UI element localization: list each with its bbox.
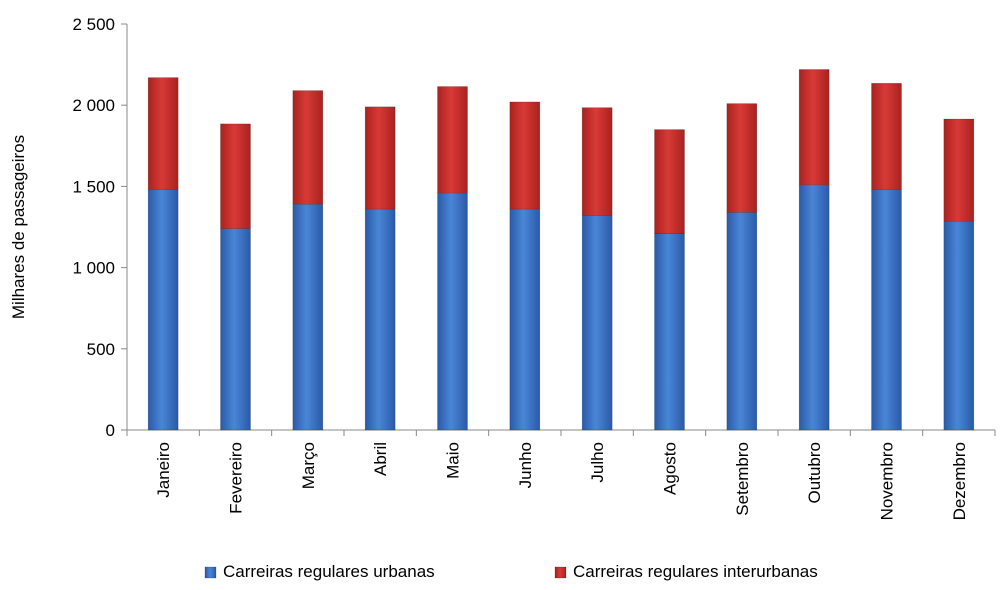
bar-segment-urbanas xyxy=(871,189,902,431)
legend-label-urbanas: Carreiras regulares urbanas xyxy=(223,562,435,581)
bar-segment-interurbanas xyxy=(364,106,396,210)
bar-segment-interurbanas xyxy=(798,69,830,186)
bar-segment-urbanas xyxy=(581,215,613,431)
legend-swatch-urbanas xyxy=(204,566,217,579)
y-tick-label: 0 xyxy=(106,421,115,440)
bar-segment-interurbanas xyxy=(871,82,902,190)
y-tick-label: 500 xyxy=(87,340,115,359)
bar-segment-interurbanas xyxy=(147,77,179,190)
x-tick-label: Fevereiro xyxy=(227,442,246,514)
y-tick-label: 1 000 xyxy=(72,259,115,278)
x-tick-label: Dezembro xyxy=(950,442,969,520)
x-tick-label: Novembro xyxy=(878,442,897,520)
x-tick-label: Julho xyxy=(588,442,607,483)
bar-segment-urbanas xyxy=(292,203,324,431)
bar-segment-interurbanas xyxy=(509,101,541,210)
x-tick-label: Junho xyxy=(516,442,535,488)
y-tick-label: 2 000 xyxy=(72,96,115,115)
bar-segment-interurbanas xyxy=(581,107,613,216)
x-tick-label: Setembro xyxy=(733,442,752,516)
bar-segment-urbanas xyxy=(437,192,468,431)
bar-segment-urbanas xyxy=(798,184,830,431)
x-tick-label: Agosto xyxy=(661,442,680,495)
y-tick-label: 2 500 xyxy=(72,15,115,34)
bar-segment-interurbanas xyxy=(437,86,468,194)
bar-segment-urbanas xyxy=(943,221,975,431)
x-tick-label: Abril xyxy=(371,442,390,476)
bar-segment-interurbanas xyxy=(726,103,758,213)
bar-segment-urbanas xyxy=(509,208,541,431)
legend-swatch-interurbanas xyxy=(554,566,567,579)
y-axis-title: Milhares de passageiros xyxy=(9,135,28,319)
y-tick-label: 1 500 xyxy=(72,177,115,196)
bar-segment-interurbanas xyxy=(943,118,975,222)
bar-segment-urbanas xyxy=(364,208,396,431)
bar-segment-urbanas xyxy=(726,212,758,431)
bar-segment-interurbanas xyxy=(220,123,251,229)
legend-label-interurbanas: Carreiras regulares interurbanas xyxy=(573,562,818,581)
bar-segment-urbanas xyxy=(147,189,179,431)
x-tick-label: Janeiro xyxy=(154,442,173,498)
x-tick-label: Março xyxy=(299,442,318,489)
bar-segment-urbanas xyxy=(654,233,685,431)
bar-segment-interurbanas xyxy=(654,129,685,234)
bar-segment-interurbanas xyxy=(292,90,324,205)
bar-segment-urbanas xyxy=(220,228,251,431)
x-tick-label: Maio xyxy=(444,442,463,479)
x-tick-label: Outubro xyxy=(805,442,824,503)
